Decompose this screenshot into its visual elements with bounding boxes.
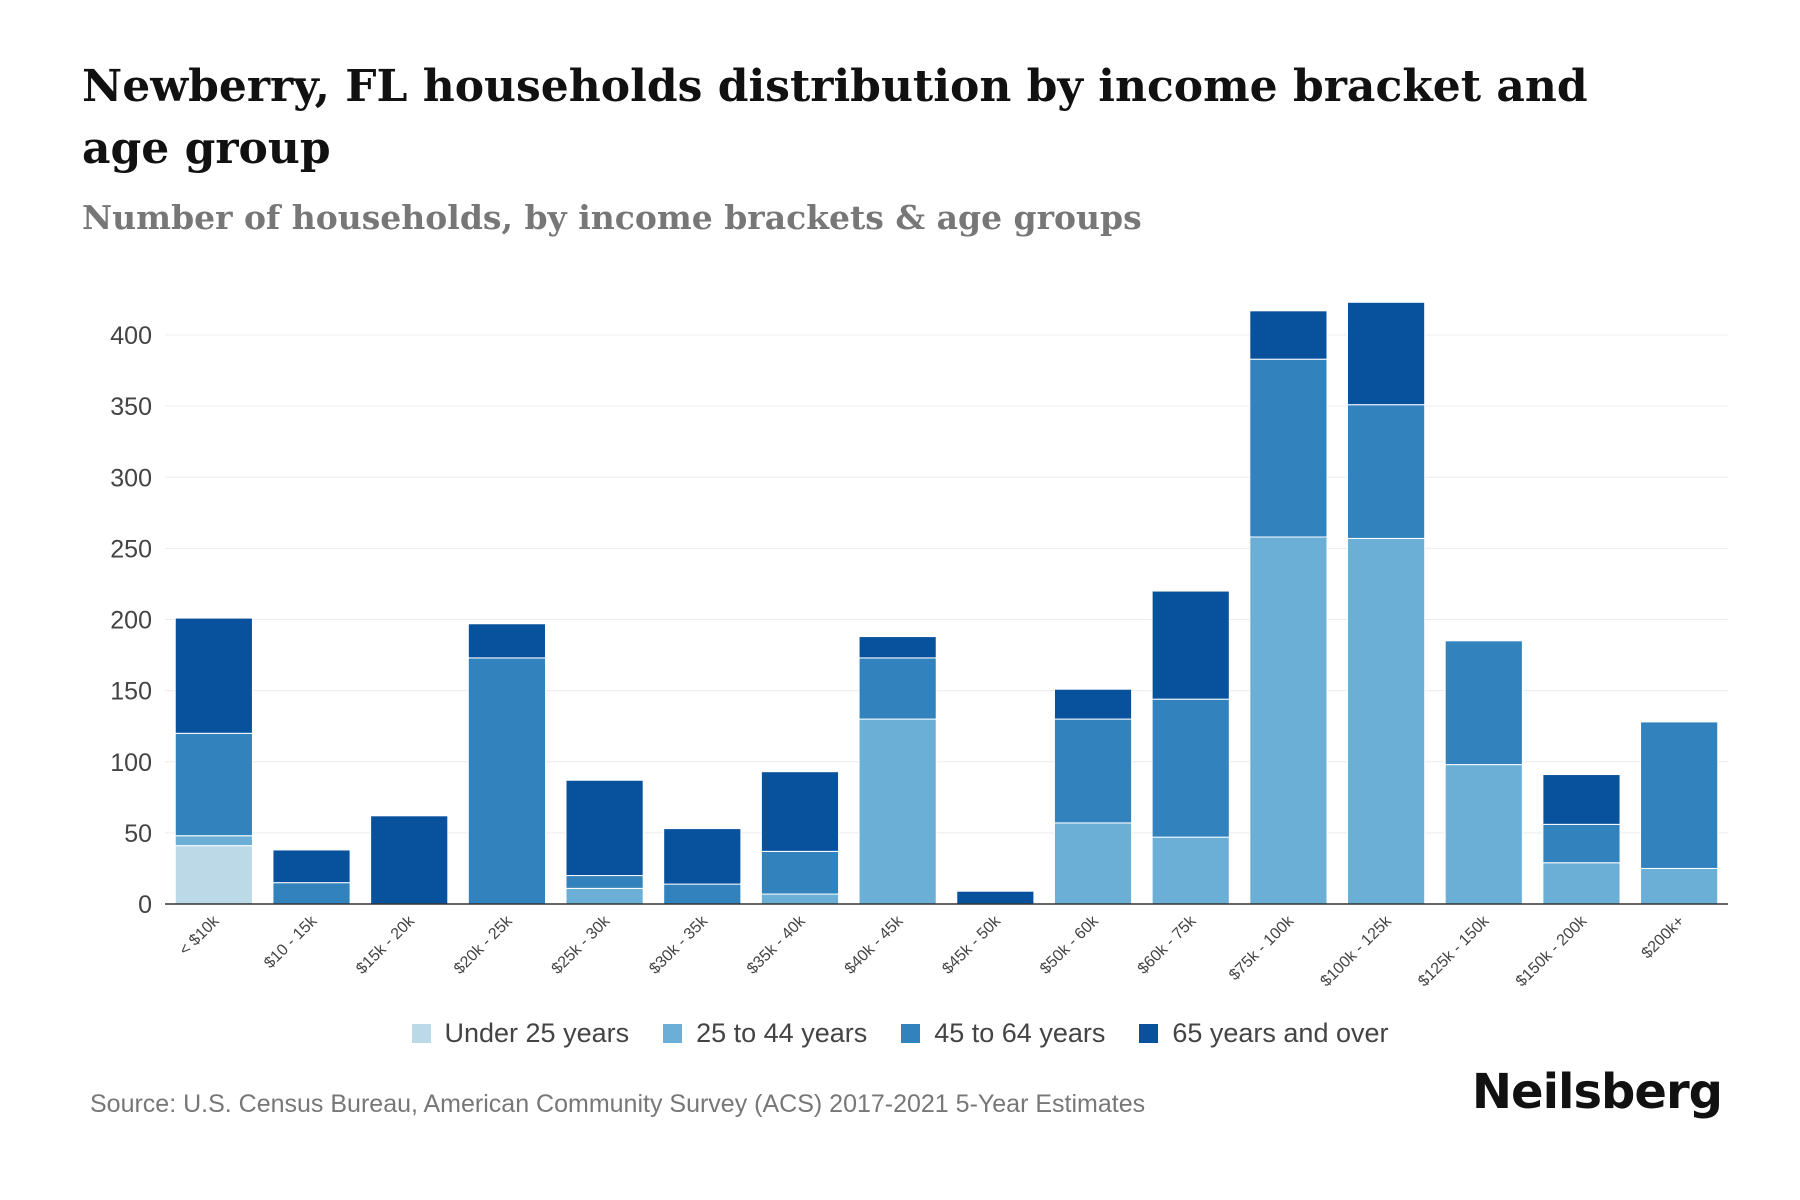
bar-segment-3-3 — [467, 623, 546, 659]
legend-item-under-25: Under 25 years — [411, 1018, 630, 1049]
y-tick-label-300: 300 — [110, 464, 152, 492]
bar-segment-9-3 — [1053, 688, 1133, 720]
legend-label-45-to-64: 45 to 64 years — [934, 1018, 1106, 1048]
bar-segment-6-1 — [760, 893, 840, 905]
bar-segment-11-1 — [1249, 536, 1328, 905]
x-tick-label-8: $45k - 50k — [939, 912, 1005, 978]
bar-segment-12-2 — [1347, 404, 1426, 539]
chart-title: Newberry, FL households distribution by … — [82, 61, 1588, 174]
bar-segment-5-2 — [663, 883, 742, 905]
bar-segment-9-2 — [1053, 718, 1133, 824]
bar-segment-11-3 — [1249, 310, 1328, 360]
bar-segment-15-2 — [1640, 721, 1719, 869]
bar-segment-10-2 — [1151, 698, 1230, 838]
brand-logo: Neilsberg — [1471, 1064, 1723, 1120]
x-tick-label-9: $50k - 60k — [1037, 912, 1103, 978]
x-tick-label-5: $30k - 35k — [646, 912, 712, 978]
bar-segment-12-3 — [1347, 301, 1426, 406]
bar-segment-2-3 — [370, 815, 449, 905]
bar-segment-6-3 — [760, 771, 840, 852]
x-tick-label-3: $20k - 25k — [451, 912, 517, 978]
bar-segment-10-1 — [1151, 836, 1230, 905]
bar-segment-6-2 — [760, 850, 840, 895]
bar-segment-3-2 — [467, 657, 546, 905]
bar-segment-8-3 — [956, 890, 1035, 905]
bar-segment-5-3 — [663, 828, 742, 885]
x-tick-label-14: $150k - 200k — [1513, 912, 1591, 990]
bar-segment-0-1 — [174, 835, 253, 847]
legend-label-25-to-44: 25 to 44 years — [696, 1018, 868, 1048]
y-tick-label-150: 150 — [110, 678, 152, 706]
source-note: Source: U.S. Census Bureau, American Com… — [90, 1090, 1146, 1118]
bar-segment-4-1 — [565, 887, 644, 905]
x-tick-label-15: $200k+ — [1639, 913, 1688, 962]
y-tick-label-400: 400 — [110, 322, 152, 350]
bar-segment-7-3 — [858, 636, 937, 659]
y-tick-label-50: 50 — [124, 820, 152, 848]
bar-segment-0-0 — [174, 845, 253, 905]
bar-segment-0-2 — [174, 732, 253, 837]
bar-segment-1-2 — [272, 882, 351, 905]
legend-swatch-45-to-64 — [901, 1024, 921, 1043]
bar-segment-13-2 — [1444, 640, 1523, 766]
y-tick-label-100: 100 — [110, 749, 152, 777]
legend-swatch-under-25 — [411, 1024, 431, 1043]
bar-segment-7-2 — [858, 657, 937, 720]
x-tick-label-1: $10 - 15k — [261, 912, 321, 972]
bar-segment-7-1 — [858, 718, 937, 905]
x-tick-label-12: $100k - 125k — [1317, 912, 1395, 990]
bar-segment-12-1 — [1347, 537, 1426, 905]
bar-segment-0-3 — [174, 617, 253, 734]
y-tick-label-200: 200 — [110, 607, 152, 635]
y-tick-label-250: 250 — [110, 535, 152, 563]
x-tick-label-0: < $10k — [176, 912, 223, 959]
bar-segment-14-3 — [1542, 774, 1621, 825]
legend-item-25-to-44: 25 to 44 years — [663, 1018, 867, 1049]
legend-item-45-to-64: 45 to 64 years — [901, 1018, 1105, 1049]
legend-item-65-and-over: 65 years and over — [1139, 1018, 1389, 1049]
bar-segment-15-1 — [1640, 867, 1719, 905]
bar-segment-4-3 — [565, 779, 644, 877]
x-tick-label-10: $60k - 75k — [1135, 912, 1201, 978]
bar-chart: 0 50 100 150 200 250 300 350 400 < $10k $10 - 15k $… — [110, 301, 1728, 990]
bar-segment-10-3 — [1151, 590, 1230, 700]
legend-label-under-25: Under 25 years — [444, 1018, 630, 1048]
y-tick-label-0: 0 — [138, 891, 152, 919]
bar-segment-11-2 — [1249, 358, 1328, 538]
bar-segment-14-1 — [1542, 862, 1621, 905]
legend-label-65-and-over: 65 years and over — [1172, 1018, 1389, 1048]
bar-segment-1-3 — [272, 849, 351, 884]
x-tick-label-11: $75k - 100k — [1226, 912, 1298, 984]
legend-swatch-65-and-over — [1139, 1024, 1159, 1043]
chart-legend: Under 25 years 25 to 44 years 45 to 64 y… — [0, 1018, 1800, 1049]
bar-segment-13-1 — [1444, 764, 1523, 905]
y-tick-label-350: 350 — [110, 393, 152, 421]
x-tick-label-6: $35k - 40k — [744, 912, 810, 978]
bar-segment-14-2 — [1542, 823, 1621, 864]
bar-segment-4-2 — [565, 875, 644, 889]
x-tick-label-13: $125k - 150k — [1415, 912, 1493, 990]
chart-subtitle: Number of households, by income brackets… — [82, 198, 1142, 237]
bar-segment-9-1 — [1053, 822, 1133, 905]
x-tick-label-7: $40k - 45k — [842, 912, 908, 978]
legend-swatch-25-to-44 — [663, 1024, 683, 1043]
x-tick-label-4: $25k - 30k — [549, 912, 615, 978]
x-tick-label-2: $15k - 20k — [353, 912, 419, 978]
